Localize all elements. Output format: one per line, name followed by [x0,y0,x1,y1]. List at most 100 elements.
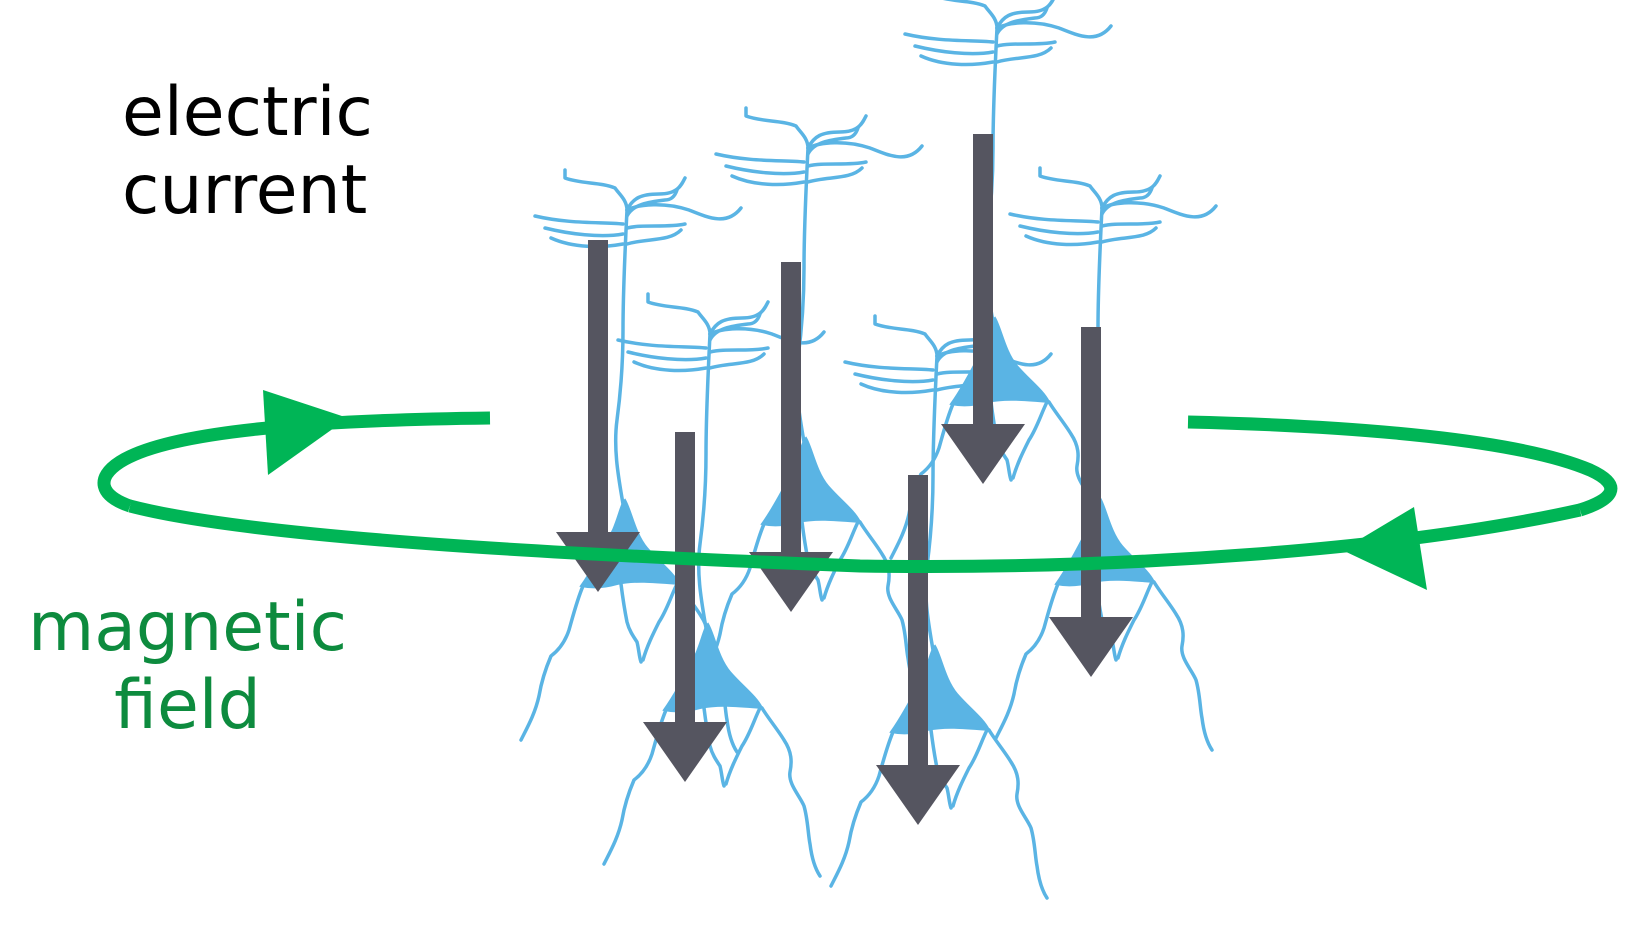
electric-current-label-line1: electric [122,73,373,152]
neuron-tuft-branch [995,40,1057,48]
neuron-tuft-branch [806,114,868,150]
magnetic-field-arc [97,411,491,513]
neuron-tuft-branch [708,300,770,336]
neuron-tuft-branch [859,382,935,395]
neuron-tuft-branch [873,314,939,358]
neuron-soma [949,316,1051,407]
down-arrow-icon [876,475,960,825]
current-shaft [908,475,928,767]
neuron-tuft-branch [563,168,629,212]
neuron-tuft-branch [1100,174,1162,210]
current-shaft [973,134,993,426]
neuron-tuft-branch [549,236,625,249]
neuron-tuft-branch [646,292,712,336]
neuron-basal-dendrite [829,730,895,888]
current-head [1049,617,1133,677]
down-arrow-icon [643,432,727,782]
neuron-tuft-branch [1100,200,1218,219]
neuron-tuft-branch [625,176,687,212]
neuron-basal-dendrite [889,402,955,560]
neuron-basal-dendrite [724,706,762,786]
neuron-basal-dendrite [951,728,989,808]
down-arrow-icon [556,240,640,592]
pyramidal-neuron-icon [700,106,924,692]
neuron-tuft-branch [708,312,762,342]
pyramidal-neuron-icon [994,166,1218,752]
neuron-tuft-branch [806,166,864,184]
neuron-tuft-branch [806,140,924,159]
current-head [941,424,1025,484]
current-shaft [588,240,608,534]
neuron-tuft-branch [714,152,806,164]
neuron-tuft-branch [806,126,860,156]
neuron-basal-dendrite [994,582,1060,740]
neuron-tuft-branch [919,54,995,67]
neuron-tuft-branch [1018,224,1100,236]
neuron-tuft-branch [625,202,743,221]
magnetic-field-arrowhead [1342,507,1427,590]
magnetic-field-label: magnetic field [10,589,365,745]
neuron-apical-dendrite [696,332,712,630]
neuron-basal-dendrite [760,706,822,878]
neuron-tuft-branch [995,46,1053,64]
neuron-tuft-branch [843,360,935,372]
magnetic-field-label-line1: magnetic [28,588,347,667]
neuron-tuft-branch [942,0,999,30]
neuron-tuft-branch [995,0,1055,30]
neuron-tuft-branch [744,106,810,150]
neuron-basal-dendrite [1011,400,1049,480]
neuron-tuft-branch [625,188,679,218]
neuron-tuft-branch [1100,186,1154,216]
neuron-tuft-branch [1038,166,1104,210]
neuron-basal-dendrite [1152,580,1214,752]
neuron-basal-dendrite [519,584,585,742]
neuron-tuft-branch [806,160,868,168]
neuron-soma [889,644,991,735]
neuron-basal-dendrite [987,728,1049,900]
neuron-basal-dendrite [641,582,679,662]
electric-current-label-line2: current [122,151,368,230]
magnetic-field-arrowhead [263,390,348,475]
neuron-tuft-branch [632,360,708,373]
neuron-tuft-branch [995,20,1113,39]
neuron-tuft-branch [543,226,625,238]
magnetic-field-back-arc [97,390,1618,517]
current-shaft [1081,327,1101,619]
neuron-tuft-branch [853,372,935,384]
neuron-tuft-branch [730,174,806,187]
neurons-layer [519,0,1218,900]
electric-current-label: electric current [122,74,373,230]
current-shaft [781,262,801,554]
down-arrow-icon [941,134,1025,484]
neuron-tuft-branch [1024,234,1100,247]
neuron-tuft-branch [913,44,995,56]
neuron-tuft-branch [995,6,1049,36]
magnetic-field-front-arc [128,499,1582,590]
neuron-tuft-branch [625,228,683,246]
neuron-basal-dendrite [1116,580,1154,660]
magnetic-field-arc [1187,415,1618,517]
neuron-tuft-branch [903,32,995,44]
neuron-tuft-branch [625,222,687,230]
neuron-tuft-branch [708,326,826,345]
neuron-tuft-branch [626,350,708,362]
current-head [643,722,727,782]
electric-current-arrows [556,134,1133,825]
down-arrow-icon [1049,327,1133,677]
neuron-tuft-branch [708,346,770,354]
neuron-apical-dendrite [613,208,629,506]
pyramidal-neuron-icon [829,314,1053,900]
current-head [876,765,960,825]
neuron-tuft-branch [533,214,625,226]
neuron-tuft-branch [1008,212,1100,224]
neuron-soma [760,436,862,527]
neuron-basal-dendrite [602,708,668,866]
neuron-basal-dendrite [619,582,643,664]
neuron-tuft-branch [1100,226,1158,244]
neuron-tuft-branch [1100,220,1162,228]
neuron-tuft-branch [724,164,806,176]
neuron-tuft-branch [616,338,708,350]
current-shaft [675,432,695,724]
